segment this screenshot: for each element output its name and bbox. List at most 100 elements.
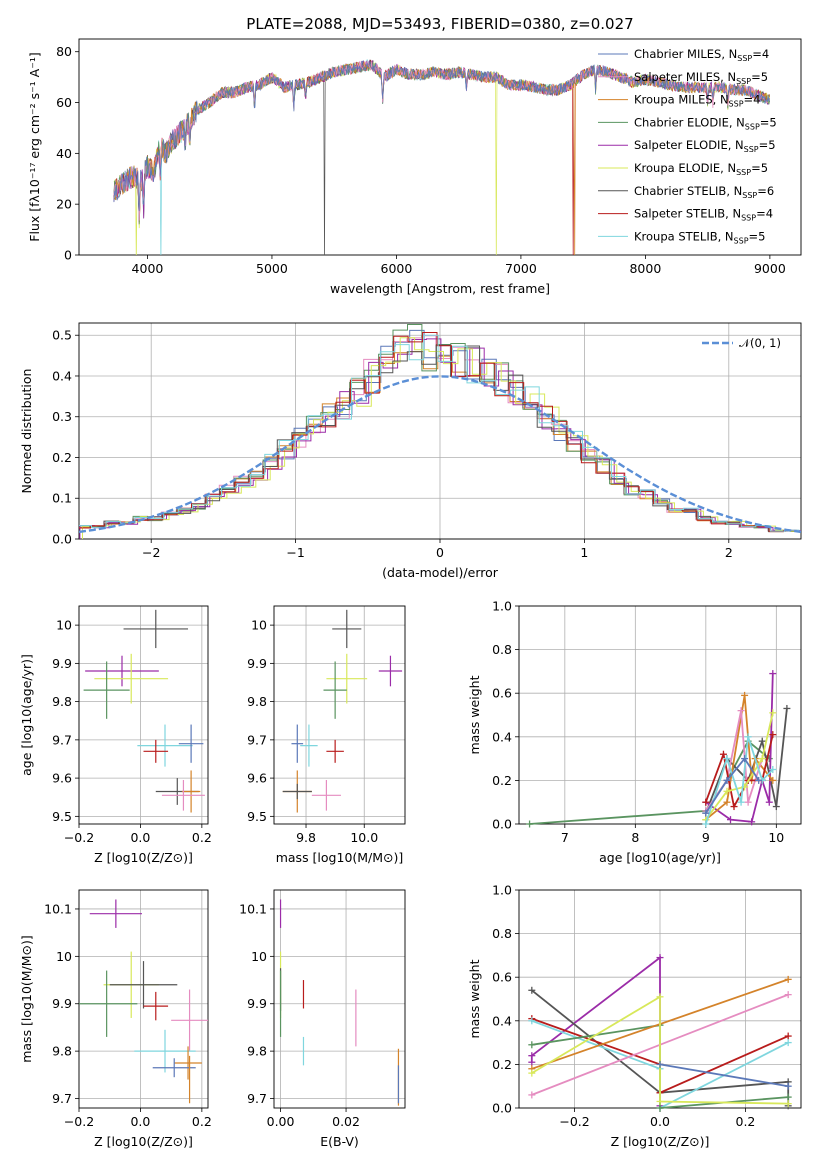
figure-title: PLATE=2088, MJD=53493, FIBERID=0380, z=0… [246,15,633,33]
y-tick-label: 0.0 [52,532,72,547]
x-tick-label: 9000 [754,261,786,276]
legend-entry: Salpeter ELODIE, NSSP=5 [634,138,776,154]
legend-count: =5 [751,70,768,84]
legend-subscript: SSP [736,77,751,86]
y-tick-label: 9.8 [52,1044,72,1059]
y-tick-label: 10 [251,949,267,964]
x-tick-label: −0.2 [64,830,94,845]
errorbars [279,899,400,1106]
y-tick-label: 9.6 [247,771,267,786]
x-tick-label: 5000 [256,261,288,276]
x-tick-label: 0 [436,545,444,560]
legend-subscript: SSP [744,145,759,154]
x-axis-label: age [log10(age/yr)] [599,850,721,865]
plot-frame [78,605,209,825]
y-tick-label: 60 [56,95,72,110]
y-tick-label: 10.1 [44,901,72,916]
residual-histogram-panel: −2 −1 0 1 2 0.0 0.1 0.2 0.3 0.4 0.5 (data-model)/er… [19,322,802,580]
x-tick-label: 0.0 [650,1114,670,1129]
y-axis-label: mass weight [467,959,482,1038]
x-tick-label: 8000 [629,261,661,276]
y-tick-label: 0.5 [52,328,72,343]
plot-frame [78,322,802,540]
legend-entry: Salpeter STELIB, NSSP=4 [634,207,773,223]
y-tick-label: 0.0 [492,1101,512,1116]
y-tick-label: 9.5 [52,809,72,824]
legend-count: =5 [751,161,768,175]
x-tick-label: 0.2 [192,1114,212,1129]
y-tick-label: 40 [56,146,72,161]
x-axis-label: Z [log10(Z/Z⊙)] [94,1134,193,1149]
x-tick-label: 2 [725,545,733,560]
x-tick-label: 0.0 [130,830,150,845]
y-tick-label: 9.8 [52,694,72,709]
mass-vs-reddening-panel: 0.00 0.02 9.7 9.8 9.9 10 10.1 E(B-V) [239,889,406,1149]
y-tick-label: 0.0 [492,817,512,832]
legend-entry: Kroupa STELIB, NSSP=5 [634,229,765,245]
plot-frame [78,38,802,256]
y-tick-label: 9.9 [247,656,267,671]
plot-frame [273,889,406,1109]
spectrum-panel: 4000 5000 6000 7000 8000 9000 0 20 40 60 80 wavelen… [27,38,802,296]
y-axis-label: Normed distribution [19,369,34,494]
y-tick-label: 9.9 [52,656,72,671]
legend-subscript: SSP [736,168,751,177]
legend-entry: Chabrier STELIB, NSSP=6 [634,184,774,200]
weight-line-chabrier-miles [659,1063,789,1088]
histograms [79,324,801,539]
weight-lines [528,954,792,1112]
legend-subscript: SSP [741,214,756,223]
weight-vs-age-panel: 7 8 9 10 0.0 0.2 0.4 0.6 0.8 1.0 age [log10(age/yr… [467,599,802,865]
mass-vs-metallicity-panel: −0.2 0.0 0.2 9.7 9.8 9.9 10 10.1 Z [log10(Z/Z⊙)]… [19,889,212,1149]
spectrum-line-salpeter-miles [113,60,770,221]
x-tick-label: 0.2 [192,830,212,845]
y-tick-label: 0.2 [52,450,72,465]
y-tick-label: 9.7 [247,732,267,747]
x-tick-label: 10 [768,830,784,845]
errorbars [282,609,403,813]
errorbars [79,899,208,1104]
x-tick-label: 10.0 [350,830,378,845]
weight-line-chabrier-elodie [529,739,770,825]
y-tick-label: 0 [64,248,72,263]
y-tick-label: 10 [56,618,72,633]
weight-lines [526,670,791,828]
legend-count: =6 [757,184,774,198]
x-axis-label: E(B-V) [320,1134,359,1149]
legend-count: =4 [752,47,769,61]
x-tick-label: 9.8 [296,830,316,845]
weight-line-salpeter-stelib [704,734,774,810]
y-tick-label: 9.7 [247,1091,267,1106]
x-tick-label: 1 [580,545,588,560]
weight-line-chabrier-miles [705,757,760,814]
y-tick-label: 20 [56,197,72,212]
y-axis-label: mass weight [467,675,482,754]
y-tick-label: 1.0 [492,883,512,898]
x-tick-label: 0.02 [332,1114,360,1129]
y-tick-label: 10 [56,949,72,964]
legend-count: =5 [759,138,776,152]
x-tick-label: 6000 [381,261,413,276]
y-tick-label: 0.8 [492,642,512,657]
plot-frame [518,605,802,825]
legend-entry: Kroupa ELODIE, NSSP=5 [634,161,768,177]
spectrum-line-chabrier-miles [113,60,770,212]
legend-count: =4 [756,207,773,221]
y-tick-label: 0.6 [492,686,512,701]
x-axis-label: Z [log10(Z/Z⊙)] [611,1134,710,1149]
y-tick-label: 0.6 [492,970,512,985]
errorbars [83,609,205,813]
legend-entry: Chabrier ELODIE, NSSP=5 [634,115,777,131]
age-vs-mass-panel: 9.8 10.0 9.5 9.6 9.7 9.8 9.9 10 mass [log10(M/M⊙… [247,605,406,865]
legend-subscript: SSP [745,122,760,131]
y-tick-label: 9.6 [52,771,72,786]
y-tick-label: 9.9 [52,996,72,1011]
x-tick-label: 0.00 [267,1114,295,1129]
y-tick-label: 9.9 [247,996,267,1011]
normal-curve [79,375,801,534]
histogram-kroupa-elodie [82,337,801,539]
spectrum-lines [113,58,770,255]
legend-subscript: SSP [734,236,749,245]
x-axis-label: mass [log10(M/M⊙)] [276,850,404,865]
